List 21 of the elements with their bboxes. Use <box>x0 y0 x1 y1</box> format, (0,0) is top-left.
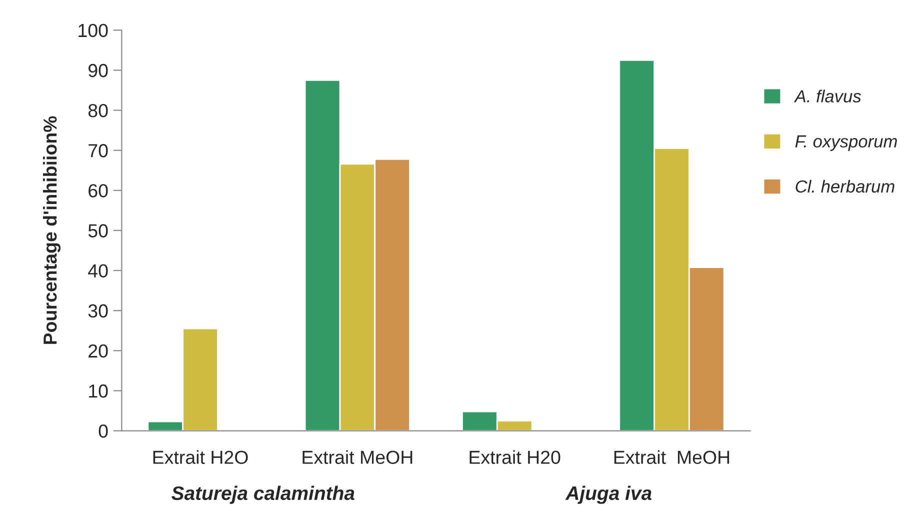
y-tick-label: 30 <box>88 304 108 318</box>
y-tick-label: 10 <box>89 384 108 398</box>
y-tick-label: 90 <box>88 64 108 78</box>
x-tick-label: Extrait H2O <box>153 450 248 464</box>
y-tick-label: 60 <box>88 184 108 198</box>
y-tick-label: 40 <box>88 264 108 278</box>
x-tick-label: Extrait MeOH <box>302 450 412 464</box>
y-tick-label: 100 <box>78 24 108 38</box>
x-tick-label: Extrait H20 <box>470 450 560 464</box>
text: Satureja calamintha <box>172 486 354 504</box>
text: Ajuga iva <box>565 486 652 504</box>
legend-label: Cl. herbarum <box>796 180 894 193</box>
y-tick-label: 0 <box>98 424 108 438</box>
legend-label: A. flavus <box>794 90 862 102</box>
y-tick-label: 80 <box>88 104 108 118</box>
legend-label: F. oxysporum <box>795 135 897 151</box>
y-tick-label: 70 <box>88 144 108 158</box>
y-tick-label: 50 <box>88 224 108 238</box>
y-axis-title: Pourcentage d'inhibiion% <box>42 116 61 344</box>
x-tick-label: Extrait MeOH <box>614 450 730 464</box>
y-tick-label: 20 <box>88 344 108 358</box>
